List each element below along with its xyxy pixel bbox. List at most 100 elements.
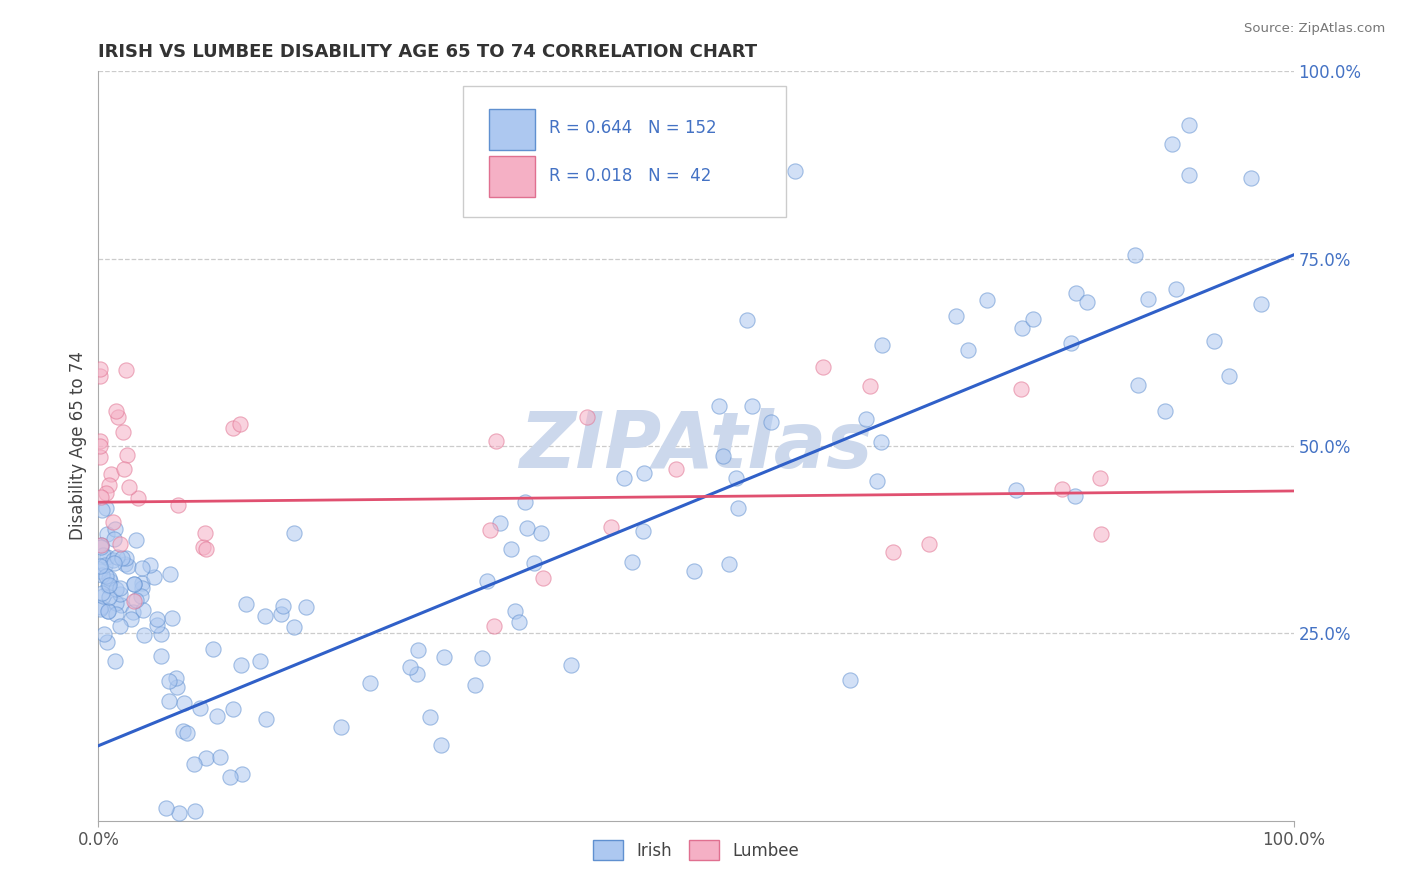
Point bbox=[105, 582, 128, 596]
Point bbox=[108, 581, 131, 595]
Point bbox=[882, 545, 904, 559]
Point bbox=[188, 701, 211, 715]
Point bbox=[231, 767, 253, 781]
Point bbox=[89, 368, 111, 383]
Point bbox=[157, 694, 180, 708]
Point bbox=[97, 603, 120, 617]
Point bbox=[600, 519, 623, 533]
Point bbox=[945, 309, 967, 323]
Point bbox=[503, 604, 526, 618]
Point bbox=[160, 610, 183, 624]
Point bbox=[157, 674, 180, 689]
Point bbox=[108, 537, 131, 551]
Point bbox=[1126, 378, 1149, 392]
Point bbox=[100, 467, 122, 482]
Point bbox=[249, 654, 271, 668]
Point bbox=[98, 578, 121, 592]
Point bbox=[870, 338, 893, 352]
Point bbox=[89, 564, 111, 578]
Point bbox=[104, 522, 127, 536]
Point bbox=[724, 471, 747, 485]
Point bbox=[90, 568, 112, 582]
Point bbox=[91, 503, 114, 517]
Point bbox=[122, 577, 145, 591]
Point bbox=[1178, 169, 1201, 183]
Point bbox=[1090, 527, 1112, 541]
Point bbox=[1154, 403, 1177, 417]
Point bbox=[125, 593, 148, 607]
Point bbox=[104, 404, 127, 418]
Point bbox=[1218, 369, 1240, 384]
Point bbox=[191, 540, 214, 554]
Point bbox=[471, 650, 494, 665]
Point bbox=[89, 602, 111, 616]
Point bbox=[1022, 312, 1045, 326]
Point bbox=[735, 313, 758, 327]
Point bbox=[1160, 137, 1182, 152]
Point bbox=[149, 648, 172, 663]
Point bbox=[110, 598, 132, 612]
Point bbox=[359, 676, 381, 690]
Point bbox=[96, 549, 118, 564]
Point bbox=[104, 655, 127, 669]
Point bbox=[112, 425, 135, 440]
Point bbox=[399, 659, 422, 673]
Point bbox=[839, 673, 862, 687]
Point bbox=[111, 550, 134, 565]
Point bbox=[131, 581, 153, 595]
Point bbox=[94, 501, 117, 516]
Point bbox=[108, 619, 131, 633]
Point bbox=[93, 627, 115, 641]
Point bbox=[1202, 334, 1225, 349]
Point bbox=[1064, 490, 1087, 504]
Legend: Irish, Lumbee: Irish, Lumbee bbox=[586, 834, 806, 866]
Point bbox=[89, 439, 111, 453]
FancyBboxPatch shape bbox=[489, 156, 534, 197]
Point bbox=[90, 540, 112, 554]
Point bbox=[759, 415, 782, 429]
Point bbox=[717, 557, 740, 571]
Point bbox=[93, 558, 115, 572]
Point bbox=[221, 421, 243, 435]
Point bbox=[406, 643, 429, 657]
Point bbox=[166, 681, 188, 695]
Point bbox=[97, 478, 120, 492]
Point bbox=[115, 448, 138, 462]
Point bbox=[122, 605, 145, 619]
Point bbox=[1164, 282, 1187, 296]
Point bbox=[94, 569, 117, 583]
Point bbox=[1125, 248, 1147, 262]
Point bbox=[117, 559, 139, 574]
Point bbox=[1050, 483, 1073, 497]
Point bbox=[531, 571, 554, 585]
Point bbox=[194, 526, 217, 541]
Point bbox=[131, 576, 153, 591]
Point bbox=[294, 600, 316, 615]
Point bbox=[859, 379, 882, 393]
Point bbox=[115, 550, 138, 565]
Point bbox=[741, 399, 763, 413]
Point bbox=[132, 603, 155, 617]
Point bbox=[202, 642, 225, 657]
Point bbox=[131, 561, 153, 575]
Point bbox=[96, 485, 118, 500]
Point bbox=[516, 520, 538, 534]
Point bbox=[122, 577, 145, 591]
Point bbox=[419, 709, 441, 723]
Point bbox=[183, 757, 205, 772]
Point bbox=[433, 649, 456, 664]
Point bbox=[142, 570, 165, 584]
Point bbox=[621, 555, 644, 569]
Point bbox=[122, 594, 145, 608]
Point bbox=[513, 494, 536, 508]
Point bbox=[118, 480, 141, 494]
Point bbox=[195, 541, 218, 556]
Point bbox=[112, 461, 135, 475]
Point bbox=[1136, 292, 1159, 306]
FancyBboxPatch shape bbox=[463, 87, 786, 218]
Point bbox=[91, 589, 114, 603]
Point bbox=[785, 163, 807, 178]
Point bbox=[155, 801, 177, 815]
Point bbox=[464, 678, 486, 692]
Point bbox=[131, 589, 153, 603]
